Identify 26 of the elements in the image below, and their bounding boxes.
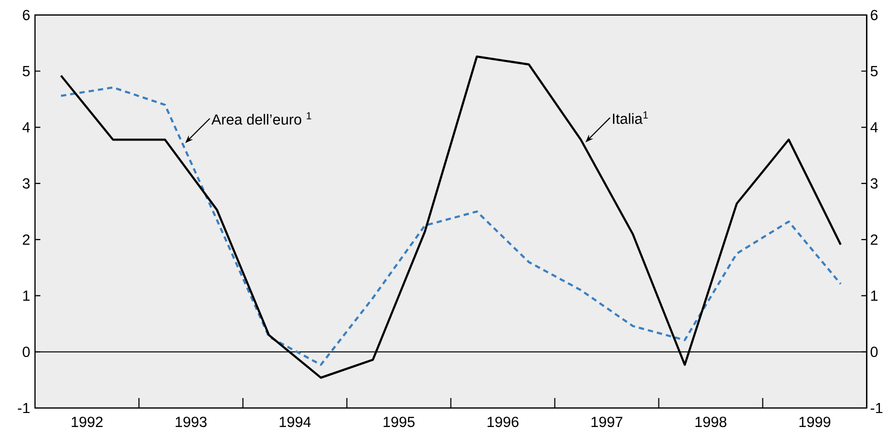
y-tick-label: -1 xyxy=(18,402,30,414)
y-tick-label: 6 xyxy=(22,10,30,20)
y-tick-label: 1 xyxy=(23,290,30,301)
x-tick-label: 1993 xyxy=(176,416,207,428)
y2-tick-label: 6 xyxy=(870,10,878,20)
x-tick-label: 1995 xyxy=(384,416,415,428)
x-tick-label: 1999 xyxy=(799,416,830,428)
x-tick-label: 1996 xyxy=(488,416,518,428)
y2-tick-label: -1 xyxy=(870,402,882,414)
x-tick-label: 1997 xyxy=(592,416,622,428)
y-tick-label: 3 xyxy=(22,178,30,189)
y2-tick-label: 0 xyxy=(870,346,878,358)
y2-tick-label: 3 xyxy=(870,178,878,189)
y2-tick-label: 5 xyxy=(870,66,878,76)
y-tick-label: 5 xyxy=(22,66,30,76)
y2-tick-label: 1 xyxy=(871,290,878,301)
x-tick-label: 1998 xyxy=(696,416,726,428)
x-tick-label: 1992 xyxy=(72,416,103,428)
y-tick-label: 4 xyxy=(22,122,30,132)
y2-tick-label: 2 xyxy=(870,234,878,245)
y-tick-label: 0 xyxy=(22,346,30,358)
x-tick-label: 1994 xyxy=(280,416,311,428)
text: Area dell’euro $^{1}$ xyxy=(211,112,312,125)
y-tick-label: 2 xyxy=(22,234,30,245)
text: Italia$^{1}$ xyxy=(613,111,648,124)
y2-tick-label: 4 xyxy=(870,122,878,132)
